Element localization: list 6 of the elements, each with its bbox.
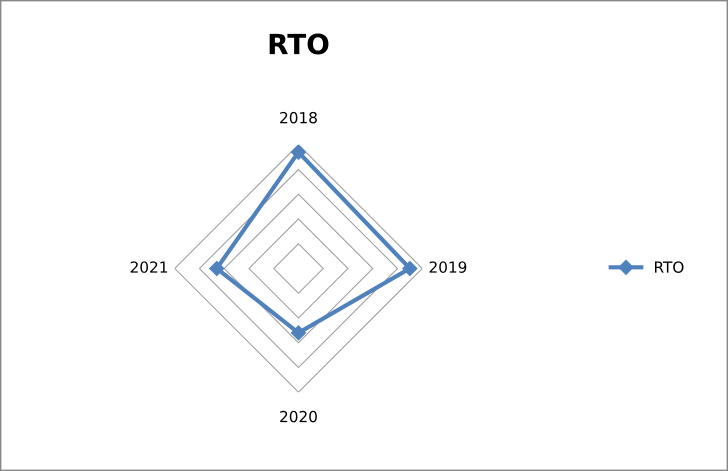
spoke-label: 2021 bbox=[130, 261, 168, 273]
chart-title: RTO bbox=[270, 33, 328, 54]
spoke-label: 2020 bbox=[280, 410, 317, 422]
spoke-label: 2019 bbox=[430, 261, 466, 273]
spoke-label: 2018 bbox=[280, 112, 317, 124]
legend-label: RTO bbox=[654, 261, 684, 273]
